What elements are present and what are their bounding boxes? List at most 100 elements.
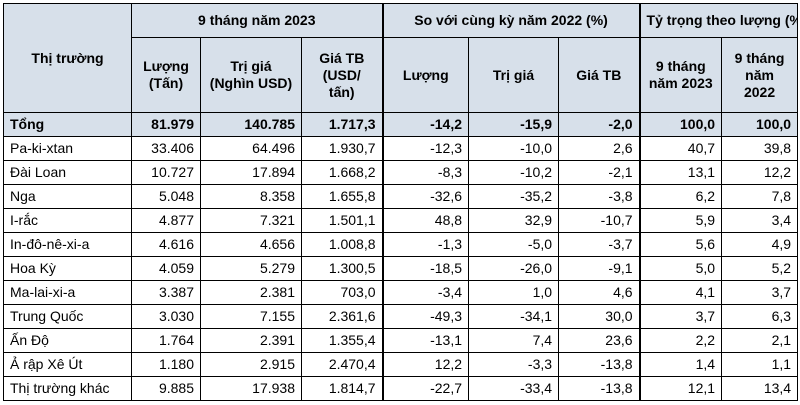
value-cell: 1.930,7	[300, 136, 384, 161]
value-cell: -10,7	[558, 208, 641, 233]
table-row: Ma-lai-xi-a 3.387 2.381 703,0 -3,4 1,0 4,6 4,1 3…	[3, 280, 799, 305]
value-cell: 4.656	[200, 232, 302, 257]
value-cell: 1.668,2	[300, 160, 384, 185]
value-cell: -33,4	[468, 376, 560, 401]
value-cell: 1.717,3	[300, 112, 384, 137]
value-cell: 8.358	[200, 184, 302, 209]
table-body: Tổng 81.979 140.785 1.717,3 -14,2 -15,9 -2,0 10…	[3, 112, 799, 401]
market-cell: In-đô-nê-xi-a	[3, 232, 132, 257]
value-cell: 64.496	[200, 136, 302, 161]
value-cell: -1,3	[381, 232, 470, 257]
market-cell: Đài Loan	[3, 160, 132, 185]
value-cell: -26,0	[468, 256, 560, 281]
value-cell: 32,9	[468, 208, 560, 233]
value-cell: -18,5	[381, 256, 470, 281]
table-row: Nga 5.048 8.358 1.655,8 -32,6 -35,2 -3,8 6,2 7,8	[3, 184, 799, 209]
header-market: Thị trường	[3, 3, 132, 113]
value-cell: 1.764	[131, 328, 201, 353]
value-cell: -3,8	[558, 184, 641, 209]
header-value: Trị giá (Nghìn USD)	[200, 37, 302, 113]
value-cell: 140.785	[200, 112, 302, 137]
header-group-9-months-2023: 9 tháng năm 2023	[130, 3, 384, 38]
value-cell: 17.894	[200, 160, 302, 185]
value-cell: 4.877	[131, 208, 201, 233]
market-cell: Ả rập Xê Út	[3, 352, 132, 377]
value-cell: -2,0	[558, 112, 641, 137]
value-cell: 1.501,1	[300, 208, 384, 233]
value-cell: 1.355,4	[300, 328, 384, 353]
value-cell: 13,4	[721, 376, 799, 401]
value-cell: 33.406	[131, 136, 201, 161]
value-cell: 48,8	[381, 208, 470, 233]
table-row: In-đô-nê-xi-a 4.616 4.656 1.008,8 -1,3 -5,0 -3…	[3, 232, 799, 257]
value-cell: -34,1	[468, 304, 560, 329]
value-cell: 7,4	[468, 328, 560, 353]
table-row: Trung Quốc 3.030 7.155 2.361,6 -49,3 -34,1 30,…	[3, 304, 799, 329]
value-cell: 2.915	[200, 352, 302, 377]
market-cell: Thị trường khác	[3, 376, 132, 401]
value-cell: 4,6	[558, 280, 641, 305]
value-cell: 1,0	[468, 280, 560, 305]
header-share-2022: 9 tháng năm 2022	[721, 37, 799, 113]
value-cell: 100,0	[638, 112, 723, 137]
header-volume: Lượng (Tấn)	[131, 37, 201, 113]
value-cell: -13,1	[381, 328, 470, 353]
value-cell: 39,8	[721, 136, 799, 161]
value-cell: 3,4	[721, 208, 799, 233]
table-row: Hoa Kỳ 4.059 5.279 1.300,5 -18,5 -26,0 -9,1 5,0…	[3, 256, 799, 281]
value-cell: -12,3	[381, 136, 470, 161]
value-cell: 12,2	[721, 160, 799, 185]
value-cell: 10.727	[131, 160, 201, 185]
market-cell: Ma-lai-xi-a	[3, 280, 132, 305]
value-cell: 2.361,6	[300, 304, 384, 329]
value-cell: 3,7	[638, 304, 723, 329]
value-cell: 5.279	[200, 256, 302, 281]
value-cell: -13,8	[558, 376, 641, 401]
value-cell: 2,1	[721, 328, 799, 353]
value-cell: 2.470,4	[300, 352, 384, 377]
value-cell: 6,3	[721, 304, 799, 329]
market-cell: Trung Quốc	[3, 304, 132, 329]
header-yoy-avg-price: Giá TB	[558, 37, 641, 113]
value-cell: 3.030	[131, 304, 201, 329]
market-cell: Hoa Kỳ	[3, 256, 132, 281]
market-cell: Tổng	[3, 112, 132, 137]
table-row: Pa-ki-xtan 33.406 64.496 1.930,7 -12,3 -10,0 2…	[3, 136, 799, 161]
value-cell: 3,7	[721, 280, 799, 305]
value-cell: 2,6	[558, 136, 641, 161]
value-cell: 3.387	[131, 280, 201, 305]
value-cell: -3,7	[558, 232, 641, 257]
value-cell: 100,0	[721, 112, 799, 137]
table-row: Đài Loan 10.727 17.894 1.668,2 -8,3 -10,2 -2,1…	[3, 160, 799, 185]
value-cell: 17.938	[200, 376, 302, 401]
value-cell: 6,2	[638, 184, 723, 209]
value-cell: 4.059	[131, 256, 201, 281]
value-cell: -15,9	[468, 112, 560, 137]
header-group-yoy-2022: So với cùng kỳ năm 2022 (%)	[381, 3, 641, 38]
market-table: Thị trường 9 tháng năm 2023 So với cùng …	[3, 3, 799, 401]
value-cell: 2.391	[200, 328, 302, 353]
total-row: Tổng 81.979 140.785 1.717,3 -14,2 -15,9 -2,0 10…	[3, 112, 799, 137]
value-cell: 1.008,8	[300, 232, 384, 257]
value-cell: 1,4	[638, 352, 723, 377]
table-row: I-rắc 4.877 7.321 1.501,1 48,8 32,9 -10,7 5,9 3,…	[3, 208, 799, 233]
value-cell: -35,2	[468, 184, 560, 209]
value-cell: -14,2	[381, 112, 470, 137]
table-row: Ấn Độ 1.764 2.391 1.355,4 -13,1 7,4 23,6 2,2 2,1	[3, 328, 799, 353]
value-cell: 1,1	[721, 352, 799, 377]
value-cell: -10,2	[468, 160, 560, 185]
header-avg-price: Giá TB (USD/ tấn)	[300, 37, 384, 113]
market-cell: Nga	[3, 184, 132, 209]
table-row: Ả rập Xê Út 1.180 2.915 2.470,4 12,2 -3,3 -13,…	[3, 352, 799, 377]
value-cell: 7.155	[200, 304, 302, 329]
value-cell: -22,7	[381, 376, 470, 401]
value-cell: 81.979	[131, 112, 201, 137]
value-cell: 12,1	[638, 376, 723, 401]
value-cell: 2,2	[638, 328, 723, 353]
value-cell: 4.616	[131, 232, 201, 257]
header-yoy-volume: Lượng	[381, 37, 470, 113]
table-row: Thị trường khác 9.885 17.938 1.814,7 -22,7 -3…	[3, 376, 799, 401]
value-cell: 5,9	[638, 208, 723, 233]
header-group-share: Tỷ trọng theo lượng (%)	[638, 3, 799, 38]
value-cell: 4,1	[638, 280, 723, 305]
